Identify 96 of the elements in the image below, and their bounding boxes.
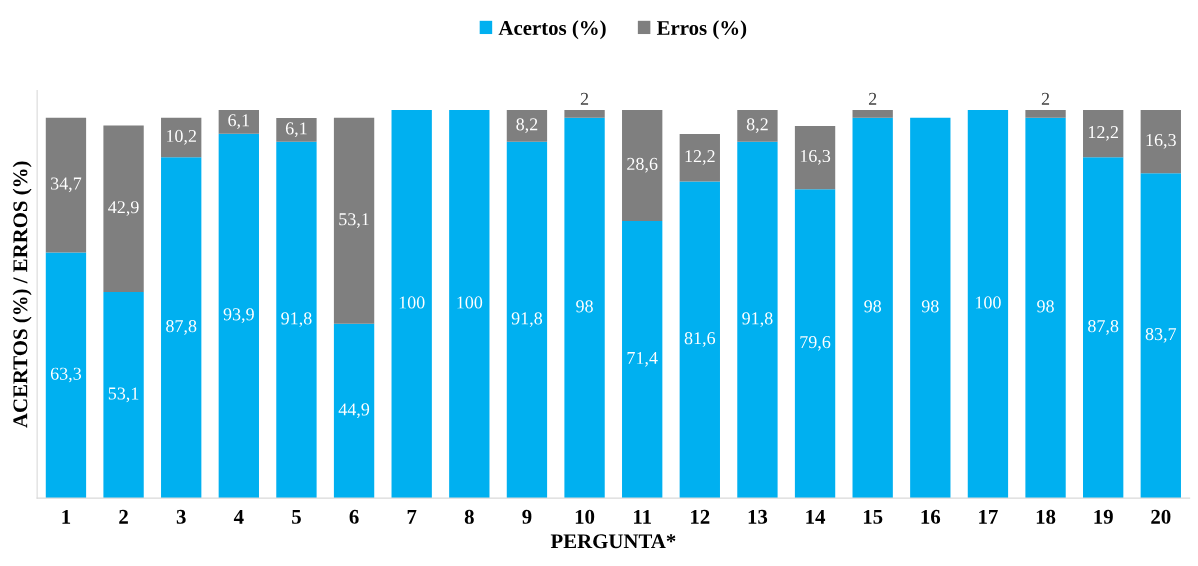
data-label: 2 xyxy=(868,92,877,105)
data-label: 98 xyxy=(921,300,939,313)
bar xyxy=(679,134,720,182)
y-axis-title: ACERTOS (%) / ERROS (%) xyxy=(12,161,32,428)
x-axis-title: PERGUNTA* xyxy=(550,534,676,549)
bar xyxy=(622,220,663,499)
data-label: 2 xyxy=(580,92,589,105)
data-label: 53,1 xyxy=(339,213,369,228)
bar xyxy=(622,109,663,221)
bar xyxy=(333,117,375,324)
bar xyxy=(679,181,720,499)
bar xyxy=(333,323,375,499)
x-tick-label: 18 xyxy=(1036,509,1056,524)
data-label: 98 xyxy=(864,300,882,313)
bar xyxy=(1083,157,1124,499)
bar xyxy=(794,125,836,190)
bar xyxy=(449,109,490,499)
data-label: 6,1 xyxy=(285,122,307,138)
bar xyxy=(1025,109,1066,118)
bar xyxy=(218,133,259,499)
bar xyxy=(910,117,951,499)
data-label: 98 xyxy=(1037,300,1054,313)
bar xyxy=(737,141,778,499)
data-label: 10,2 xyxy=(166,129,196,145)
x-tick-label: 6 xyxy=(349,509,359,524)
bar xyxy=(1025,117,1066,499)
data-label: 83,7 xyxy=(1145,327,1177,343)
bar xyxy=(1140,173,1181,499)
data-label: 12,2 xyxy=(1088,126,1118,141)
data-label: 28,6 xyxy=(627,157,658,173)
bar xyxy=(45,252,87,499)
data-label: 91,8 xyxy=(511,312,543,328)
legend-label: Erros (%) xyxy=(656,20,747,40)
x-tick-label: 5 xyxy=(292,510,301,524)
data-label: 91,8 xyxy=(742,312,773,328)
data-label: 16,3 xyxy=(800,149,831,165)
data-label: 79,6 xyxy=(800,336,831,351)
bar xyxy=(276,141,317,499)
data-label: 93,9 xyxy=(223,308,254,323)
x-tick-label: 16 xyxy=(921,509,941,524)
bar xyxy=(218,109,259,134)
x-tick-label: 15 xyxy=(863,509,883,524)
x-tick-label: 17 xyxy=(979,509,998,524)
data-label: 42,9 xyxy=(108,201,139,216)
data-label: 81,6 xyxy=(684,332,716,347)
data-label: 100 xyxy=(399,296,425,309)
data-label: 16,3 xyxy=(1146,133,1176,149)
data-label: 2 xyxy=(1041,92,1050,105)
data-label: 87,8 xyxy=(1088,320,1119,335)
data-label: 71,4 xyxy=(627,351,658,367)
legend-label: Acertos (%) xyxy=(498,20,606,40)
data-label: 8,2 xyxy=(516,118,538,133)
x-tick-label: 14 xyxy=(806,509,826,524)
bar xyxy=(564,109,605,118)
bar xyxy=(45,117,87,253)
bar xyxy=(794,189,836,499)
bar xyxy=(852,117,893,499)
x-tick-label: 3 xyxy=(176,509,186,524)
x-tick-label: 9 xyxy=(522,509,532,524)
data-label: 100 xyxy=(457,296,483,309)
bar xyxy=(737,109,778,142)
data-label: 91,8 xyxy=(281,312,312,328)
bar xyxy=(391,109,432,499)
x-tick-label: 12 xyxy=(691,509,710,524)
x-tick-label: 8 xyxy=(464,509,474,524)
x-tick-label: 13 xyxy=(748,509,768,524)
data-label: 87,8 xyxy=(166,320,197,335)
bar xyxy=(276,118,317,142)
x-tick-label: 4 xyxy=(233,509,244,524)
x-tick-label: 7 xyxy=(407,510,417,524)
bar xyxy=(506,141,548,499)
bar xyxy=(1140,109,1181,174)
bar xyxy=(161,117,202,158)
data-label: 44,9 xyxy=(338,403,370,419)
bar xyxy=(852,109,893,118)
x-tick-label: 11 xyxy=(634,509,651,524)
data-label: 98 xyxy=(576,300,593,313)
bar xyxy=(967,109,1009,499)
data-label: 100 xyxy=(975,296,1001,309)
x-tick-label: 10 xyxy=(575,509,595,524)
data-label: 12,2 xyxy=(685,150,715,165)
data-label: 6,1 xyxy=(228,114,250,129)
bar xyxy=(103,291,144,499)
bar xyxy=(1083,109,1124,158)
x-tick-label: 1 xyxy=(62,509,71,524)
data-label: 63,3 xyxy=(50,367,82,383)
x-tick-label: 19 xyxy=(1094,509,1113,524)
bar xyxy=(506,109,548,142)
bar xyxy=(103,125,144,292)
data-label: 53,1 xyxy=(108,387,139,403)
data-label: 8,2 xyxy=(746,118,768,133)
bar xyxy=(161,157,202,499)
bar xyxy=(564,117,605,499)
x-tick-label: 2 xyxy=(119,509,128,524)
x-tick-label: 20 xyxy=(1151,509,1171,524)
data-label: 34,7 xyxy=(51,177,82,193)
